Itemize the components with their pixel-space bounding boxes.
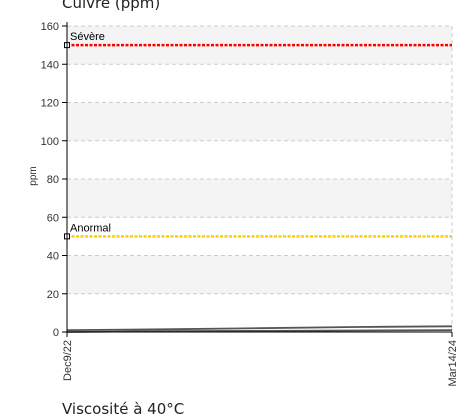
grid-band — [67, 179, 452, 218]
y-tick-label: 80 — [47, 174, 59, 186]
x-tick-label: Mar14/24 — [447, 340, 457, 386]
y-tick-label: 40 — [47, 251, 59, 263]
threshold-label: Anormal — [70, 222, 111, 234]
y-tick-label: 140 — [41, 59, 59, 71]
y-tick-label: 160 — [41, 21, 59, 33]
y-tick-label: 120 — [41, 98, 59, 110]
series-line — [66, 325, 453, 331]
grid-band — [67, 26, 452, 65]
y-tick-label: 0 — [53, 327, 59, 339]
threshold-label: Sévère — [70, 31, 105, 43]
footer-text: Viscosité à 40°C — [62, 400, 185, 418]
grid-band — [67, 255, 452, 294]
y-tick-label: 100 — [41, 136, 59, 148]
series-line — [66, 329, 453, 333]
chart-title: Cuivre (ppm) — [62, 0, 161, 12]
x-tick-label: Dec9/22 — [62, 340, 74, 381]
chart: Sévère Anormal 0 20 40 60 80 100 120 140 160 Dec9/… — [28, 21, 457, 386]
y-tick-label: 60 — [47, 212, 59, 224]
y-axis-label: ppm — [28, 166, 39, 185]
y-tick-label: 20 — [47, 289, 59, 301]
grid-band — [67, 102, 452, 141]
